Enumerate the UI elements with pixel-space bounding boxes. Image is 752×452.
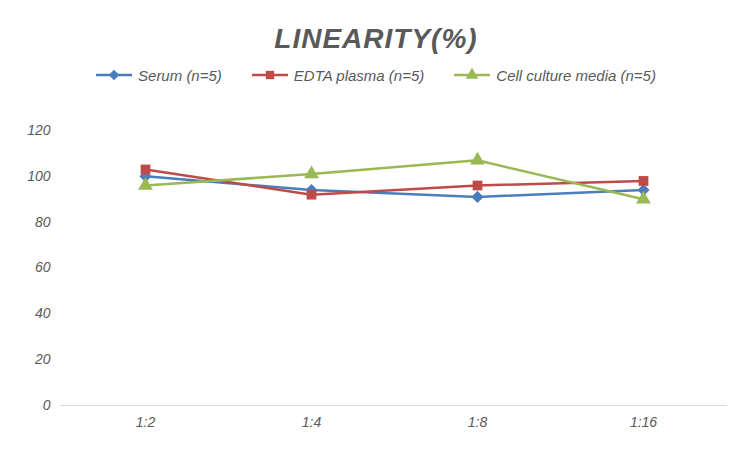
svg-text:1:8: 1:8 xyxy=(468,414,488,430)
html-text:Serum (n=5): Serum (n=5) xyxy=(138,66,222,84)
svg-text:1:16: 1:16 xyxy=(630,414,657,430)
svg-text:20: 20 xyxy=(34,351,51,367)
html-text:Cell culture media (n=5): Cell culture media (n=5) xyxy=(496,66,656,84)
svg-text:80: 80 xyxy=(35,214,51,230)
svg-text:0: 0 xyxy=(43,397,51,413)
html-text:LINEARITY(%): LINEARITY(%) xyxy=(274,23,478,54)
svg-text:120: 120 xyxy=(27,122,51,138)
svg-text:60: 60 xyxy=(35,259,51,275)
svg-text:100: 100 xyxy=(27,168,51,184)
svg-text:40: 40 xyxy=(35,305,51,321)
html-text:EDTA plasma (n=5): EDTA plasma (n=5) xyxy=(293,66,425,84)
svg-text:1:2: 1:2 xyxy=(136,414,156,430)
svg-text:1:4: 1:4 xyxy=(302,414,322,430)
